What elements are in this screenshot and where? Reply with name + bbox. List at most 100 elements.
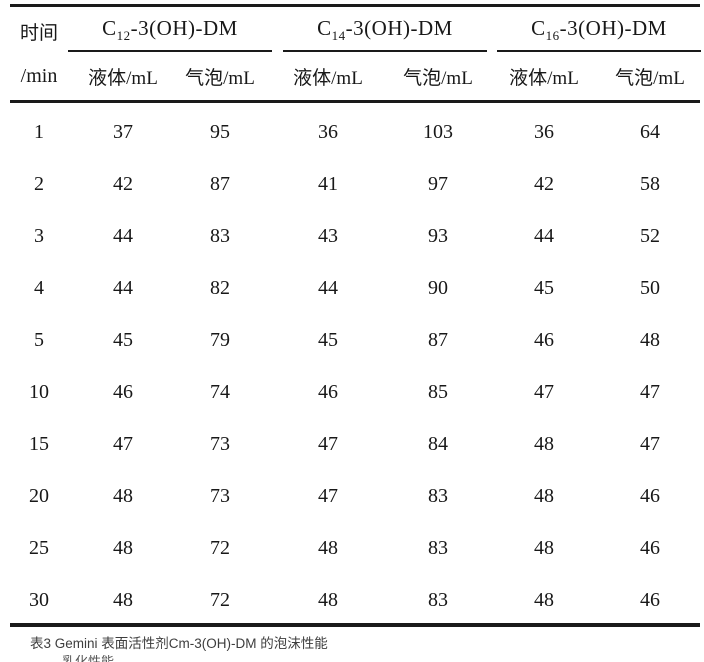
value-cell: 46 [113, 380, 133, 403]
value-cell: 50 [640, 276, 660, 299]
value-cell: 52 [640, 224, 660, 247]
value-cell: 85 [428, 380, 448, 403]
time-cell: 1 [34, 120, 44, 143]
value-cell: 46 [640, 484, 660, 507]
group-subscript: 14 [331, 28, 346, 44]
value-cell: 97 [428, 172, 448, 195]
group-header-c16: C16-3(OH)-DM [497, 16, 701, 46]
value-cell: 41 [318, 172, 338, 195]
time-cell: 25 [29, 536, 49, 559]
table-body: 1 37 95 36 10 3 36 64 2 42 87 41 97 4 2 5 8 3 44 83 43 93 44 52… [0, 103, 704, 623]
value-cell: 48 [534, 536, 554, 559]
value-cell: 36 [318, 120, 338, 143]
value-cell: 45 [113, 328, 133, 351]
value-cell: 48 [113, 588, 133, 611]
group-underline-c14 [283, 50, 487, 52]
value-cell: 83 [428, 536, 448, 559]
value-cell: 45 [318, 328, 338, 351]
time-cell: 20 [29, 484, 49, 507]
value-cell: 46 [640, 536, 660, 559]
value-cell: 73 [210, 484, 230, 507]
value-cell: 93 [428, 224, 448, 247]
time-cell: 2 [34, 172, 44, 195]
value-cell: 42 [534, 172, 554, 195]
value-cell: 84 [428, 432, 448, 455]
table-caption: 表3 Gemini 表面活性剂Cm-3(OH)-DM 的泡沫性能 [30, 636, 328, 651]
value-cell: 47 [640, 432, 660, 455]
time-cell: 3 [34, 224, 44, 247]
time-cell: 10 [29, 380, 49, 403]
value-cell: 48 [318, 588, 338, 611]
value-cell: 64 [640, 120, 660, 143]
value-cell: 87 [210, 172, 230, 195]
group-prefix: C [531, 16, 546, 40]
subheader-bubble: 气泡/mL [403, 67, 473, 89]
group-prefix: C [102, 16, 117, 40]
value-cell: 73 [210, 432, 230, 455]
subheader-bubble: 气泡/mL [185, 67, 255, 89]
value-cell: 83 [428, 588, 448, 611]
value-cell: 48 [534, 484, 554, 507]
value-cell: 87 [428, 328, 448, 351]
value-cell: 47 [318, 484, 338, 507]
table-row: 30 48 72 48 83 48 46 [0, 571, 704, 623]
group-suffix: -3(OH)-DM [130, 16, 238, 40]
table-row: 3 44 83 43 93 44 52 [0, 207, 704, 259]
table-row: 20 48 73 47 83 48 46 [0, 467, 704, 519]
value-cell: 36 [534, 120, 554, 143]
value-cell: 37 [113, 120, 133, 143]
group-header-c12: C12-3(OH)-DM [68, 16, 272, 46]
value-cell: 45 [534, 276, 554, 299]
value-cell: 48 [640, 328, 660, 351]
value-cell: 48 [534, 432, 554, 455]
table-row: 2 42 87 41 97 42 58 [0, 155, 704, 207]
time-cell: 4 [34, 276, 44, 299]
value-cell: 46 [318, 380, 338, 403]
subheader-liquid: 液体/mL [88, 67, 158, 89]
table-row: 10 46 74 46 85 47 47 [0, 363, 704, 415]
value-cell: 43 [318, 224, 338, 247]
value-cell: 95 [210, 120, 230, 143]
subheader-row: /min 液体/mL 气泡/mL 液体/mL 气泡/mL 液体/mL 气泡/mL [0, 52, 704, 100]
time-cell: 30 [29, 588, 49, 611]
value-cell: 47 [534, 380, 554, 403]
value-cell: 44 [318, 276, 338, 299]
time-header-line1: 时间 [19, 23, 58, 44]
value-cell: 72 [210, 536, 230, 559]
value-cell: 83 [210, 224, 230, 247]
group-subscript: 12 [116, 28, 131, 44]
group-subscript: 16 [545, 28, 560, 44]
value-cell: 44 [113, 224, 133, 247]
time-header-line2: /min [20, 64, 58, 87]
value-cell: 83 [428, 484, 448, 507]
time-cell: 15 [29, 432, 49, 455]
group-underline-c12 [68, 50, 272, 52]
value-cell: 47 [113, 432, 133, 455]
header-bottom-rule [10, 100, 700, 103]
value-cell: 46 [640, 588, 660, 611]
group-suffix: -3(OH)-DM [559, 16, 667, 40]
value-cell: 48 [113, 536, 133, 559]
clipped-text-fragment: 乳化性能 [62, 655, 172, 662]
value-cell: 44 [113, 276, 133, 299]
group-underline-c16 [497, 50, 701, 52]
subheader-liquid: 液体/mL [509, 67, 579, 89]
value-cell: 48 [534, 588, 554, 611]
value-cell: 79 [210, 328, 230, 351]
table-top-rule [10, 4, 700, 7]
value-cell: 90 [428, 276, 448, 299]
group-prefix: C [317, 16, 332, 40]
value-cell: 72 [210, 588, 230, 611]
table-row: 1 37 95 36 103 36 64 [0, 103, 704, 155]
table-row: 15 47 73 47 84 48 47 [0, 415, 704, 467]
table-bottom-rule [10, 623, 700, 627]
value-cell: 74 [210, 380, 230, 403]
table-row: 5 45 79 45 87 46 48 [0, 311, 704, 363]
value-cell: 82 [210, 276, 230, 299]
value-cell: 48 [113, 484, 133, 507]
value-cell: 42 [113, 172, 133, 195]
group-suffix: -3(OH)-DM [345, 16, 453, 40]
value-cell: 48 [318, 536, 338, 559]
table-row: 25 48 72 48 83 48 46 [0, 519, 704, 571]
